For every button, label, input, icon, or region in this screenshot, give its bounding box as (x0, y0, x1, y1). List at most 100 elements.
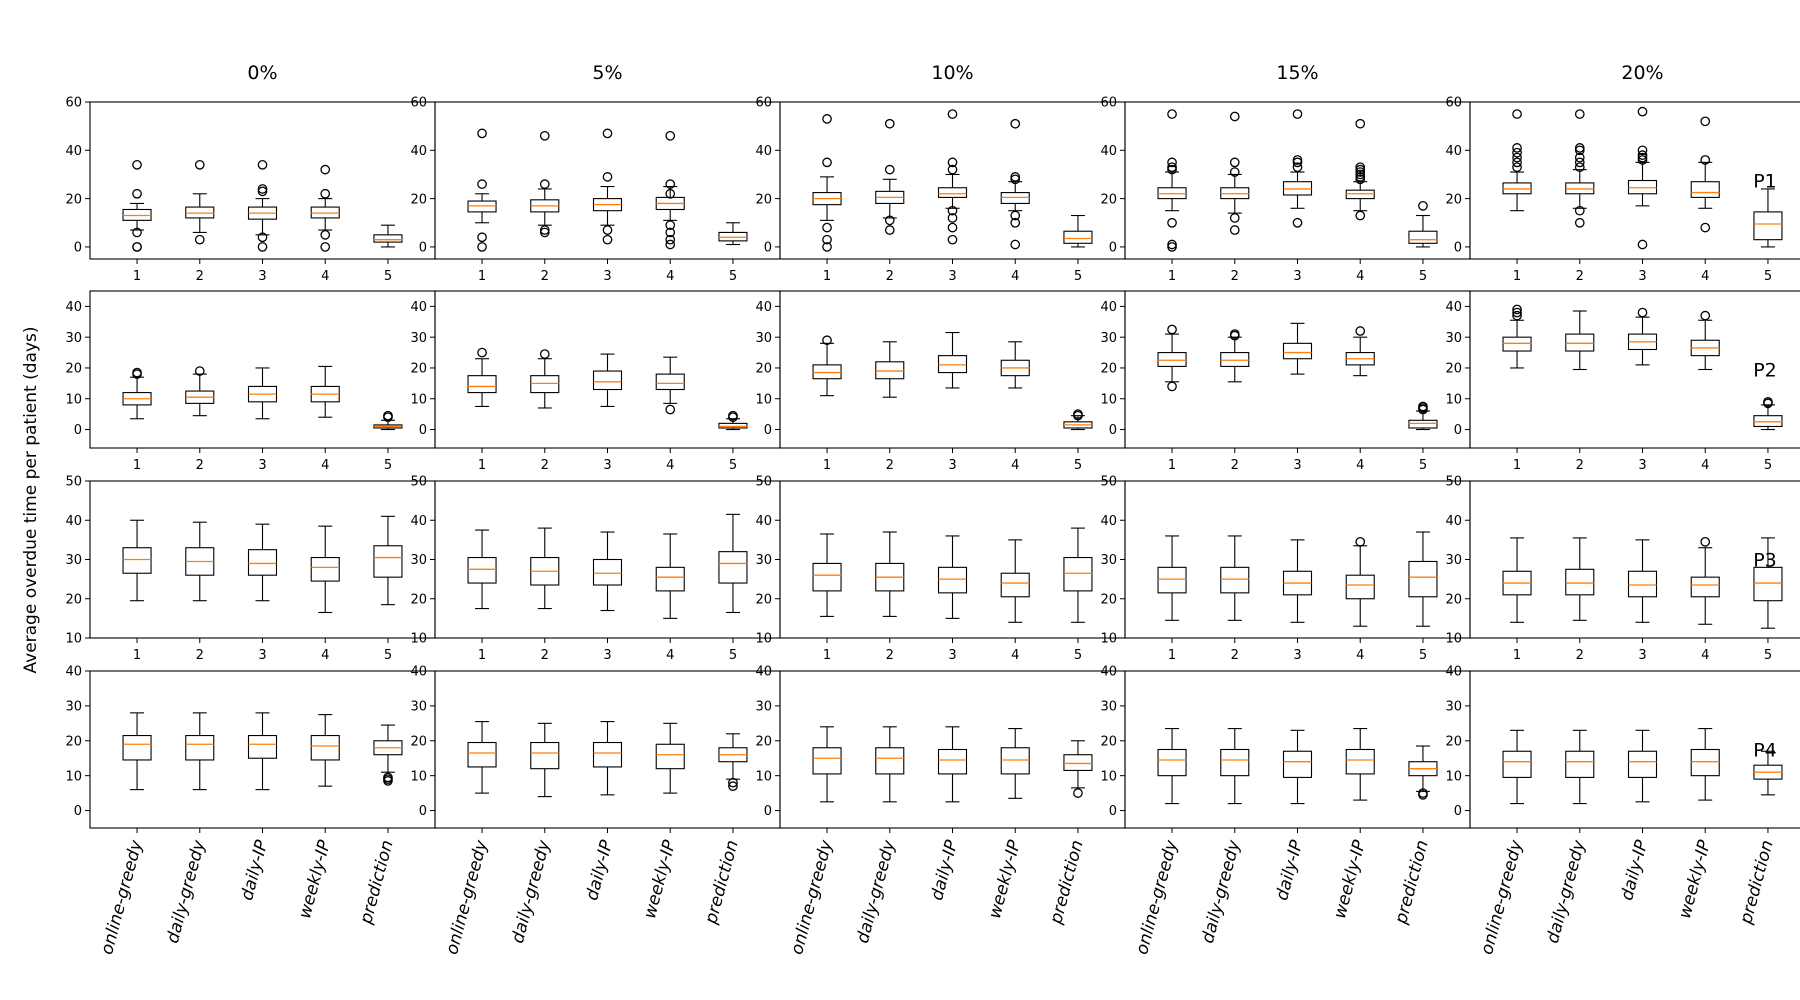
panel: 0 10 20 30 40 (410, 665, 781, 833)
box-group (1000, 118, 1030, 250)
x-tick-label: 1 (1168, 269, 1176, 284)
outlier-point (884, 215, 895, 226)
box-group (1345, 536, 1375, 627)
x-tick-label: 4 (666, 269, 674, 284)
outlier-point (822, 234, 832, 245)
y-tick-label: 10 (1445, 769, 1462, 784)
x-tick-label: 5 (1074, 269, 1082, 284)
box-group (718, 733, 748, 791)
outlier-point (947, 164, 958, 175)
box-group (122, 712, 152, 791)
box-group (1565, 729, 1595, 805)
panel: 0 10 20 30 40 (1100, 665, 1471, 833)
box-group (655, 356, 685, 415)
y-tick-label: 40 (1445, 665, 1462, 680)
category-label: weekly-IP (295, 837, 335, 920)
iqr-box (1157, 748, 1187, 777)
outlier-point (477, 347, 487, 358)
box-group (812, 335, 842, 397)
iqr-box (1690, 181, 1720, 198)
x-tick-label: 2 (1576, 269, 1584, 284)
y-tick-label: 30 (755, 700, 772, 715)
outlier-point (132, 188, 142, 199)
box-group (122, 367, 152, 420)
box-group (247, 367, 278, 420)
outlier-point (1512, 304, 1522, 315)
box-group (718, 513, 748, 614)
x-tick-label: 2 (196, 269, 204, 284)
outlier-point (822, 242, 832, 252)
outlier-point (822, 222, 832, 233)
outlier-point (383, 776, 393, 786)
outlier-point (257, 232, 268, 243)
box-group (122, 159, 152, 252)
category-label: daily-IP (582, 837, 617, 902)
box-group (1063, 740, 1093, 798)
box-group (1627, 539, 1658, 623)
box-group (655, 130, 685, 250)
outlier-point (665, 404, 676, 415)
x-tick-label: 2 (1576, 458, 1584, 473)
iqr-box (1157, 352, 1187, 367)
x-tick-label: 1 (1513, 648, 1521, 663)
box-group (1063, 409, 1093, 431)
x-tick-label: 5 (729, 648, 737, 663)
box-group (1408, 745, 1438, 800)
column-title: 15% (1276, 62, 1318, 84)
box-group (937, 726, 968, 803)
box-group (373, 724, 403, 786)
y-tick-label: 20 (755, 192, 772, 207)
outlier-point (1355, 536, 1366, 547)
x-tick-label: 3 (1638, 458, 1646, 473)
panel: 0 20 40 60 1 2 3 4 5 (1100, 96, 1471, 284)
y-tick-label: 30 (65, 331, 82, 346)
outlier-point (1512, 147, 1522, 158)
box-group (1502, 537, 1532, 623)
y-tick-label: 20 (755, 734, 772, 749)
y-tick-label: 30 (755, 553, 772, 568)
iqr-box (592, 370, 623, 391)
box-group (373, 515, 403, 606)
iqr-box (1220, 352, 1250, 367)
x-tick-label: 1 (133, 648, 141, 663)
box-group (1157, 324, 1187, 392)
x-tick-label: 2 (1231, 458, 1239, 473)
outlier-point (257, 159, 268, 170)
outlier-point (320, 164, 331, 175)
y-tick-label: 30 (410, 331, 427, 346)
column-titles: 0% 5% 10% 15% 20% (247, 62, 1663, 84)
x-tick-label: 1 (823, 458, 831, 473)
y-tick-label: 40 (65, 144, 82, 159)
y-tick-label: 60 (65, 96, 82, 111)
y-tick-label: 40 (755, 665, 772, 680)
outlier-point (1010, 239, 1021, 250)
box-group (655, 533, 685, 619)
iqr-box (812, 562, 842, 592)
y-tick-label: 40 (1100, 300, 1117, 315)
x-tick-label: 3 (948, 269, 956, 284)
box-group (185, 712, 215, 791)
outlier-point (320, 229, 331, 240)
category-label: weekly-IP (640, 837, 680, 920)
iqr-box (1063, 556, 1093, 592)
iqr-box (592, 558, 623, 586)
box-group (1157, 728, 1187, 805)
category-label: daily-greedy (508, 837, 555, 945)
panel-frame (1469, 670, 1800, 829)
y-tick-label: 20 (1100, 734, 1117, 749)
outlier-point (602, 234, 613, 245)
box-group (937, 109, 968, 245)
x-tick-label: 3 (603, 458, 611, 473)
box-group (1220, 728, 1250, 805)
y-tick-label: 40 (65, 514, 82, 529)
y-tick-label: 0 (419, 423, 427, 438)
x-tick-label: 4 (321, 269, 329, 284)
x-tick-label: 3 (948, 648, 956, 663)
x-tick-label: 5 (1074, 648, 1082, 663)
x-tick-label: 3 (1293, 458, 1301, 473)
iqr-box (718, 551, 748, 584)
x-tick-label: 5 (1764, 648, 1772, 663)
y-tick-label: 40 (410, 144, 427, 159)
x-tick-label: 3 (258, 269, 266, 284)
x-tick-label: 5 (1419, 269, 1427, 284)
